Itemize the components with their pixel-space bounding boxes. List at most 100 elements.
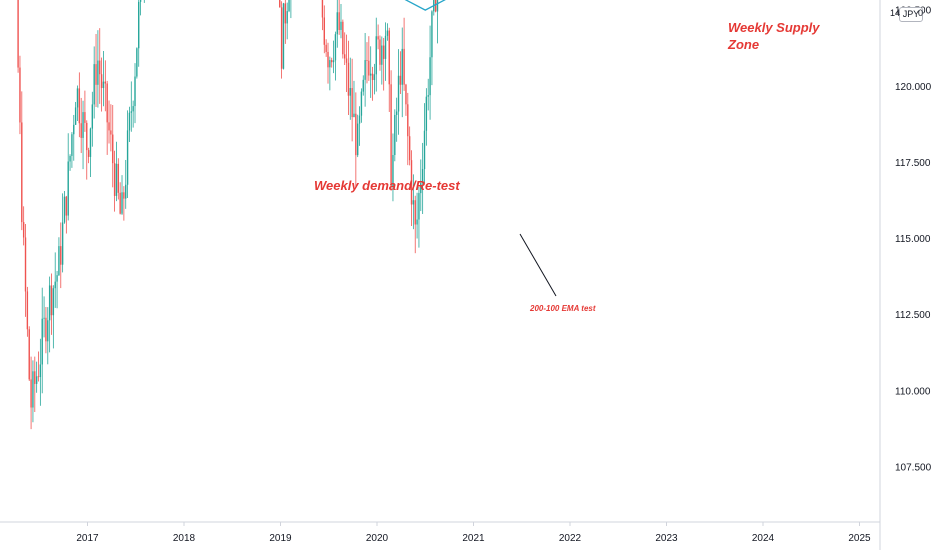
- candlestick-series: [17, 0, 439, 430]
- currency-label[interactable]: JPY: [899, 7, 923, 22]
- candle-body: [375, 36, 377, 75]
- candle-body: [82, 112, 84, 138]
- x-tick-label: 2024: [752, 533, 775, 544]
- candle-body: [41, 318, 43, 365]
- candle-body: [334, 34, 337, 61]
- candle-body: [436, 0, 439, 12]
- y-tick-label: 112.500: [895, 310, 931, 321]
- y-tick-label: 107.500: [895, 462, 932, 473]
- ema-100-line: [404, 0, 446, 11]
- candle-body: [338, 12, 340, 30]
- candle-body: [345, 58, 348, 63]
- candle-body: [39, 364, 42, 378]
- candle-body: [384, 35, 387, 59]
- candle-body: [132, 106, 134, 112]
- candle-body: [414, 200, 416, 225]
- candle-body: [344, 54, 346, 59]
- candle-body: [139, 0, 142, 2]
- candle-body: [407, 104, 409, 137]
- candle-body: [416, 219, 418, 225]
- x-tick-label: 2017: [76, 533, 99, 544]
- x-tick-label: 2020: [366, 533, 389, 544]
- x-tick-label: 2025: [848, 533, 871, 544]
- candle-body: [427, 95, 429, 97]
- candle-body: [332, 60, 335, 63]
- candle-body: [403, 48, 405, 85]
- candle-body: [368, 60, 370, 76]
- candle-body: [434, 0, 437, 12]
- candle-body: [104, 81, 107, 84]
- candle-body: [93, 64, 95, 105]
- candle-body: [21, 122, 23, 223]
- candle-body: [35, 376, 38, 384]
- candle-body: [405, 84, 407, 105]
- candle-body: [351, 88, 353, 118]
- candle-body: [357, 123, 359, 156]
- candle-body: [386, 30, 389, 36]
- candle-body: [69, 155, 71, 162]
- candle-body: [392, 155, 394, 187]
- x-tick-label: 2022: [559, 533, 582, 544]
- candle-body: [37, 376, 40, 378]
- candle-body: [43, 317, 45, 319]
- supply-zone-label-line1: Weekly Supply: [728, 20, 820, 35]
- candle-body: [45, 317, 47, 342]
- candle-body: [379, 39, 381, 65]
- candle-body: [349, 88, 351, 96]
- annotations: Weekly Supply Zone Weekly demand/Re-test…: [314, 20, 820, 313]
- candle-body: [288, 0, 290, 12]
- candle-body: [61, 222, 64, 265]
- candle-body: [431, 11, 433, 58]
- top-axis-partial-label-2: 0: [918, 8, 924, 18]
- x-tick-label: 2023: [655, 533, 678, 544]
- candle-body: [342, 21, 344, 55]
- candle-body: [71, 134, 73, 156]
- x-axis: 2017 2018 2019 2020 2021 2022 2023 2024 2025: [0, 521, 880, 544]
- candle-body: [347, 62, 350, 96]
- x-tick-label: 2019: [269, 533, 292, 544]
- candle-body: [355, 113, 357, 156]
- candle-body: [117, 163, 120, 193]
- ema-test-arrow: [519, 233, 557, 297]
- candle-body: [420, 183, 422, 194]
- candle-body: [56, 275, 58, 282]
- candle-body: [47, 320, 49, 342]
- candle-body: [388, 30, 390, 85]
- candle-body: [362, 79, 364, 92]
- y-axis: 107.500 110.000 112.500 115.000 117.500 120.0…: [879, 0, 932, 550]
- candle-body: [373, 74, 376, 81]
- candle-body: [67, 161, 69, 216]
- candle-body: [106, 83, 108, 123]
- candle-body: [130, 111, 132, 113]
- candle-body: [410, 160, 413, 205]
- candle-body: [369, 73, 372, 76]
- candle-body: [323, 17, 325, 45]
- candle-body: [28, 329, 30, 380]
- candle-body: [329, 60, 331, 68]
- candle-body: [390, 84, 392, 187]
- candle-body: [113, 163, 116, 196]
- candle-body: [58, 246, 60, 276]
- candle-body: [371, 73, 374, 81]
- candle-body: [364, 60, 366, 80]
- candle-body: [95, 64, 97, 85]
- candle-body: [395, 111, 398, 115]
- x-tick-label: 2018: [173, 533, 196, 544]
- x-tick-label: 2021: [462, 533, 485, 544]
- candle-body: [65, 196, 68, 216]
- candle-body: [86, 122, 88, 151]
- candle-body: [340, 21, 342, 30]
- candle-body: [50, 285, 53, 316]
- candle-body: [321, 0, 324, 18]
- candle-body: [134, 76, 136, 107]
- candle-body: [382, 45, 385, 59]
- candle-body: [34, 371, 36, 384]
- candle-body: [360, 91, 363, 116]
- ema-test-label: 200-100 EMA test: [529, 304, 596, 313]
- y-tick-label: 117.500: [895, 158, 931, 169]
- candle-body: [358, 115, 361, 124]
- candle-body: [138, 1, 140, 49]
- candle-body: [353, 113, 355, 118]
- candle-body: [54, 281, 56, 289]
